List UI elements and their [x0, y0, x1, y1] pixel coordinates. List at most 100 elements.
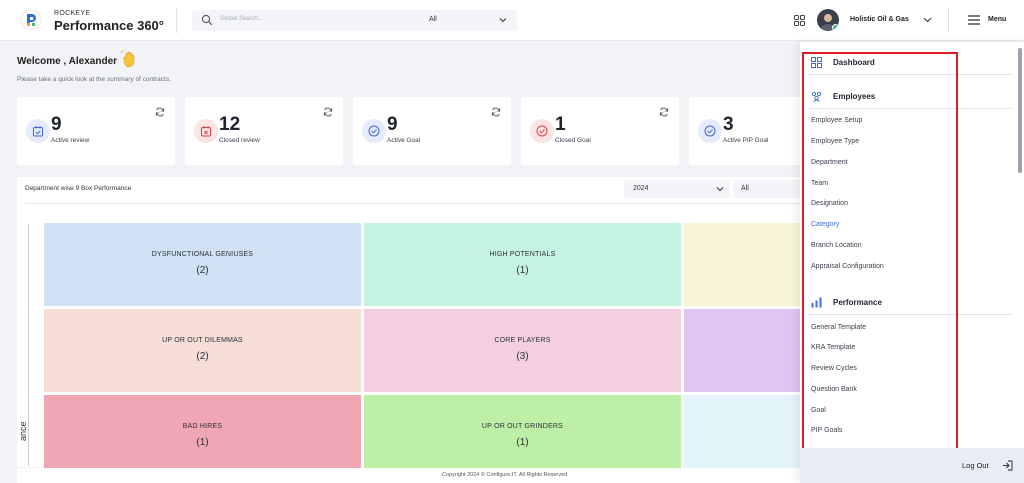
menu-dashboard[interactable]: Dashboard	[833, 58, 875, 67]
logout-icon[interactable]	[1002, 460, 1013, 471]
year-value: 2024	[633, 185, 649, 192]
summary-card[interactable]: 1 Closed Goal	[521, 97, 679, 165]
card-label: Active review	[51, 137, 90, 144]
department-filter-value: All	[741, 185, 749, 192]
menu-item-kra-template[interactable]: KRA Template	[811, 344, 856, 351]
menu-item-branch-location[interactable]: Branch Location	[811, 242, 862, 249]
menu-item-team[interactable]: Team	[811, 180, 829, 187]
ninebox-cell[interactable]	[684, 395, 800, 478]
refresh-icon[interactable]	[659, 107, 669, 117]
search-input[interactable]: Global Search...	[220, 16, 264, 22]
online-status-dot	[832, 24, 839, 31]
menu-employees[interactable]: Employees	[833, 92, 876, 101]
dashboard-icon	[811, 57, 822, 68]
ninebox-cell-title: DYSFUNCTIONAL GENIUSES	[151, 251, 254, 258]
side-menu-panel	[800, 42, 1024, 483]
brand-company: ROCKEYE	[54, 10, 91, 17]
ninebox-cell-title: BAD HIRES	[182, 423, 223, 430]
ninebox-cell[interactable]	[684, 309, 800, 392]
ninebox-cell[interactable]: DYSFUNCTIONAL GENIUSES (2)	[44, 223, 361, 306]
hamburger-menu-icon[interactable]	[968, 15, 980, 25]
card-value: 9	[51, 114, 62, 135]
menu-item-department[interactable]: Department	[811, 159, 848, 166]
ninebox-cell-title: UP OR OUT GRINDERS	[481, 423, 564, 430]
welcome-title: Welcome , Alexander	[17, 56, 118, 67]
menu-item-question-bank[interactable]: Question Bank	[811, 386, 857, 393]
ninebox-cell-count: (2)	[196, 351, 209, 362]
check-circle-icon	[704, 125, 716, 137]
ninebox-cell-title: HIGH POTENTIALS	[489, 251, 556, 258]
card-label: Active Goal	[387, 137, 421, 144]
menu-performance[interactable]: Performance	[833, 298, 882, 307]
card-icon-badge	[530, 119, 554, 143]
summary-card[interactable]: 9 Active review	[17, 97, 175, 165]
card-value: 1	[555, 114, 566, 135]
card-label: Closed Goal	[555, 137, 591, 144]
logout-button[interactable]: Log Out	[962, 461, 989, 470]
ninebox-cell-count: (3)	[516, 351, 529, 362]
top-header: ROCKEYE Performance 360° Global Search..…	[0, 0, 1024, 41]
ninebox-cell[interactable]: HIGH POTENTIALS (1)	[364, 223, 681, 306]
ninebox-cell-count: (1)	[516, 437, 529, 448]
card-label: Closed review	[219, 137, 260, 144]
summary-card[interactable]: 12 Closed review	[185, 97, 343, 165]
menu-item-employee-type[interactable]: Employee Type	[811, 138, 860, 145]
summary-card[interactable]: 9 Active Goal	[353, 97, 511, 165]
card-icon-badge	[362, 119, 386, 143]
year-select[interactable]: 2024	[624, 180, 730, 198]
ninebox-cell[interactable]: BAD HIRES (1)	[44, 395, 361, 478]
refresh-icon[interactable]	[323, 107, 333, 117]
menu-item-designation[interactable]: Designation	[811, 200, 848, 207]
ninebox-cell[interactable]	[684, 223, 800, 306]
search-scope-select[interactable]: All	[429, 16, 437, 23]
y-axis-label: ance	[18, 421, 28, 441]
welcome-subtitle: Please take a quick look at the summary …	[17, 76, 171, 83]
header-divider	[176, 8, 177, 33]
refresh-icon[interactable]	[491, 107, 501, 117]
menu-item-pip-goals[interactable]: PIP Goals	[811, 427, 843, 434]
card-value: 12	[219, 114, 241, 135]
menu-divider	[808, 74, 1011, 75]
ninebox-cell[interactable]: CORE PLAYERS (3)	[364, 309, 681, 392]
waving-hand-icon	[120, 50, 135, 68]
header-divider	[948, 9, 949, 32]
menu-item-appraisal-configuration[interactable]: Appraisal Configuration	[811, 263, 884, 270]
refresh-icon[interactable]	[155, 107, 165, 117]
ninebox-cell[interactable]: UP OR OUT GRINDERS (1)	[364, 395, 681, 478]
search-icon	[201, 14, 213, 26]
card-icon-badge	[194, 119, 218, 143]
ninebox-cell-title: UP OR OUT DILEMMAS	[162, 337, 243, 344]
menu-item-category[interactable]: Category	[811, 221, 840, 228]
performance-chart-icon	[811, 297, 822, 308]
menu-item-employee-setup[interactable]: Employee Setup	[811, 117, 863, 124]
menu-button[interactable]: Menu	[988, 16, 1007, 23]
menu-divider	[808, 314, 1011, 315]
ninebox-cell-count: (1)	[196, 437, 209, 448]
card-value: 3	[723, 114, 734, 135]
ninebox-cell[interactable]: UP OR OUT DILEMMAS (2)	[44, 309, 361, 392]
organization-name[interactable]: Holistic Oil & Gas	[850, 16, 909, 23]
ninebox-cell-title: CORE PLAYERS	[494, 337, 551, 344]
footer: Copyright 2024 © Configure.IT. All Right…	[17, 468, 1024, 483]
calendar-x-icon	[201, 126, 211, 137]
chevron-down-icon	[716, 187, 724, 192]
chevron-down-icon[interactable]	[922, 14, 933, 25]
calendar-check-icon	[33, 126, 43, 137]
menu-item-review-cycles[interactable]: Review Cycles	[811, 365, 857, 372]
card-value: 9	[387, 114, 398, 135]
global-search-bar[interactable]: Global Search... All	[192, 10, 517, 31]
employees-icon	[811, 91, 822, 102]
avatar[interactable]	[817, 9, 839, 31]
menu-scrollbar[interactable]	[1018, 48, 1022, 173]
card-icon-badge	[698, 119, 722, 143]
menu-item-goal[interactable]: Goal	[811, 407, 826, 414]
menu-item-general-template[interactable]: General Template	[811, 324, 867, 331]
highlight-frame	[802, 52, 958, 451]
ninebox-cell-count: (2)	[196, 265, 209, 276]
chevron-down-icon[interactable]	[498, 15, 508, 25]
copyright-text: Copyright 2024 © Configure.IT. All Right…	[442, 472, 568, 478]
logo-icon[interactable]	[20, 9, 42, 31]
card-icon-badge	[26, 119, 50, 143]
apps-grid-icon[interactable]	[794, 15, 805, 26]
menu-divider	[808, 108, 1011, 109]
